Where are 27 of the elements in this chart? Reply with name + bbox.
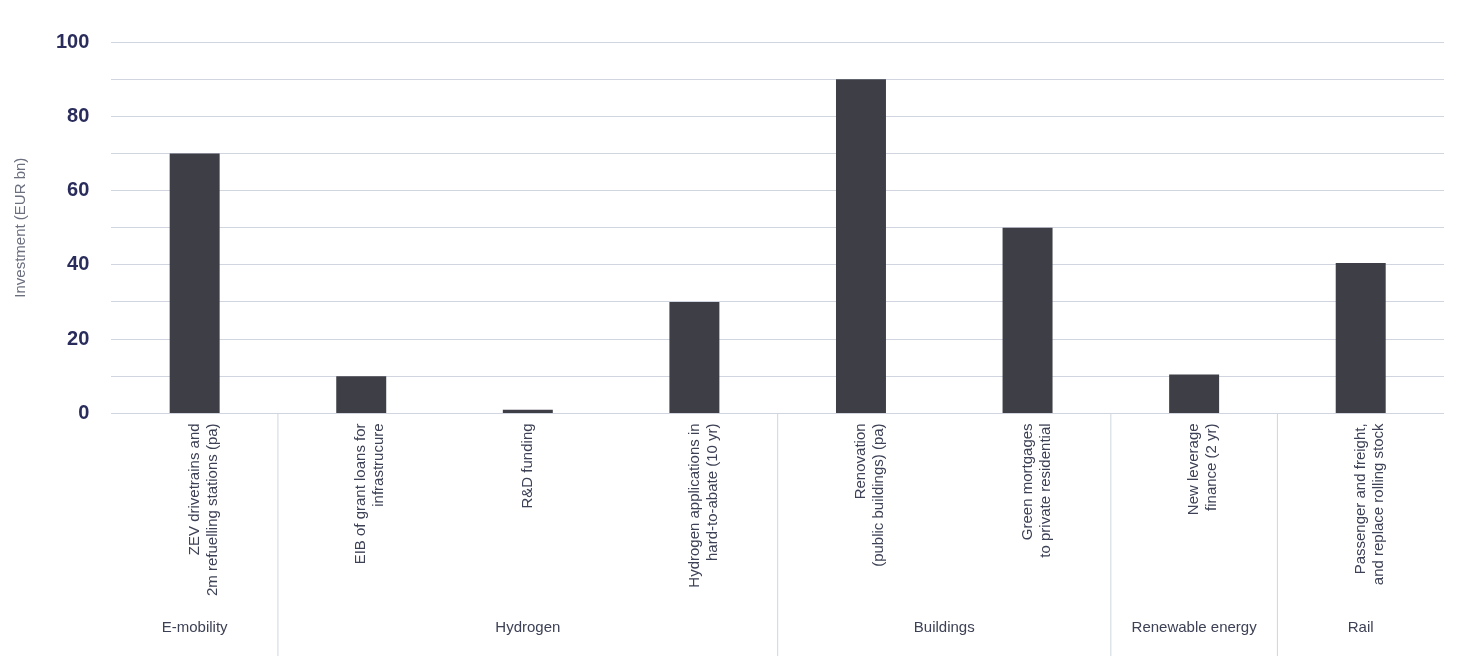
y-tick-label: 40 <box>67 252 90 275</box>
text: Renewable energy <box>1131 617 1258 635</box>
x-tick-label: Hydrogen applications in hard-to-abate (10 yr) <box>684 423 720 588</box>
x-tick-label: Renovation (public buildings) (pa) <box>851 423 887 567</box>
y-axis-title: Investment (EUR bn) <box>11 157 29 298</box>
y-tick-label: 20 <box>67 326 90 349</box>
bar <box>1002 227 1053 413</box>
text: E-mobility <box>161 617 229 635</box>
y-tick-label: 80 <box>67 103 90 126</box>
bar <box>169 153 220 413</box>
x-tick-label: ZEV drivetrains and 2m refuelling stations (pa) <box>184 423 220 597</box>
x-tick-label: New leverage finance (2 yr) <box>1184 423 1220 516</box>
bar <box>336 376 387 413</box>
bar <box>502 409 553 413</box>
x-tick-label: EIB of grant loans for infrastrucure <box>351 423 387 565</box>
y-tick-label: 60 <box>67 178 90 201</box>
x-tick-label: R&D funding <box>517 423 535 509</box>
text: Buildings <box>913 617 975 635</box>
y-tick-label: 100 <box>55 29 90 52</box>
bar <box>1169 374 1220 413</box>
bar <box>1335 263 1386 413</box>
x-tick-label: Green mortgages to private residential <box>1017 423 1053 558</box>
text: Rail <box>1347 617 1374 635</box>
y-tick-label: 0 <box>78 400 90 423</box>
text: Hydrogen <box>495 617 561 635</box>
bar <box>669 301 720 413</box>
bar <box>835 79 886 413</box>
